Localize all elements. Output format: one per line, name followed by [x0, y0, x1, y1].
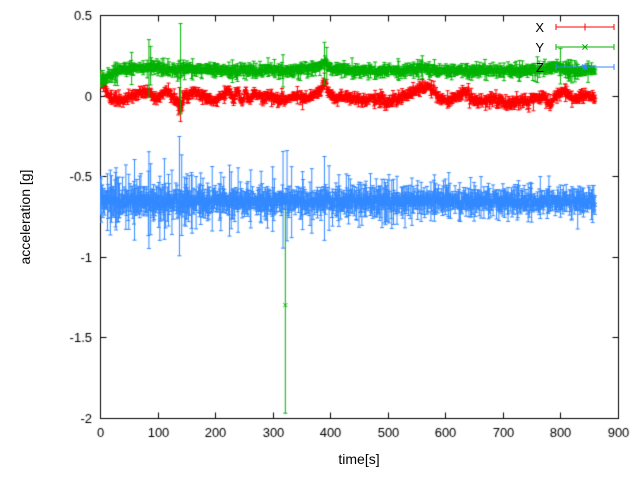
legend-sample-y-errorbar-icon	[555, 44, 615, 50]
legend-sample-x-errorbar-icon	[555, 23, 615, 31]
legend-label-x: X	[535, 19, 544, 35]
legend-entry-z: Z	[535, 59, 616, 75]
legend-sample-z-errorbar-icon	[555, 63, 615, 71]
legend-entry-x: X	[535, 19, 616, 35]
x-axis-title: time[s]	[338, 451, 380, 467]
legend-label-z: Z	[536, 59, 544, 75]
legend-label-y: Y	[535, 39, 544, 55]
y-axis-title: acceleration [g]	[17, 169, 33, 265]
legend: X Y Z	[535, 19, 616, 75]
legend-entry-y: Y	[535, 39, 616, 55]
